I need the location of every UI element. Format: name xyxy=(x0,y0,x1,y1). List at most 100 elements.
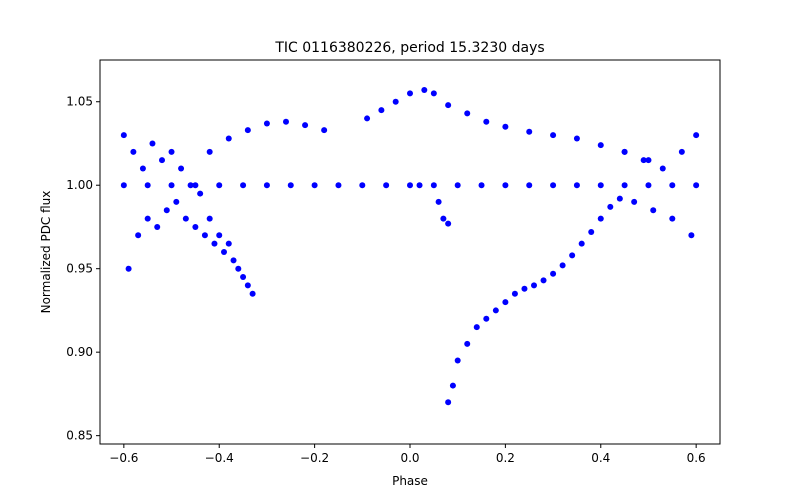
data-point-baseline-15 xyxy=(435,198,442,205)
data-point-upper-arc-0 xyxy=(206,148,213,155)
data-point-upper-arc-5 xyxy=(302,122,309,129)
data-point-upper-arc-20 xyxy=(597,142,604,149)
data-point-upper-arc-18 xyxy=(550,132,557,139)
data-point-scatter-left-19 xyxy=(211,240,218,247)
y-tick-label: 1.00 xyxy=(66,178,93,192)
data-point-baseline-9 xyxy=(335,182,342,189)
data-point-scatter-left-11 xyxy=(173,198,180,205)
data-point-scatter-left-14 xyxy=(187,182,194,189)
y-ticks: 0.85 0.90 0.95 1.00 1.05 xyxy=(66,95,100,443)
data-point-baseline-8 xyxy=(311,182,318,189)
data-point-upper-arc-3 xyxy=(263,120,270,127)
data-point-scatter-left-26 xyxy=(244,282,251,289)
data-point-upper-arc-13 xyxy=(445,102,452,109)
data-point-upper-arc-12 xyxy=(430,90,437,97)
data-point-baseline-4 xyxy=(216,182,223,189)
data-point-eclipse-egress-14 xyxy=(569,252,576,259)
data-point-eclipse-egress-16 xyxy=(588,228,595,235)
data-point-eclipse-egress-7 xyxy=(502,299,509,306)
data-point-scatter-right-0 xyxy=(621,148,628,155)
data-point-eclipse-egress-13 xyxy=(559,262,566,269)
data-point-eclipse-egress-0 xyxy=(445,399,452,406)
points-layer xyxy=(120,87,700,406)
data-point-upper-arc-7 xyxy=(364,115,371,122)
data-point-scatter-right-8 xyxy=(693,132,700,139)
data-point-baseline-18 xyxy=(454,182,461,189)
data-point-scatter-left-24 xyxy=(235,265,242,272)
x-axis-label: Phase xyxy=(392,474,428,488)
data-point-eclipse-egress-15 xyxy=(578,240,585,247)
data-point-scatter-right-3 xyxy=(650,207,657,214)
data-point-baseline-19 xyxy=(478,182,485,189)
data-point-scatter-left-3 xyxy=(135,232,142,239)
data-point-baseline-13 xyxy=(416,182,423,189)
x-tick-label: −0.2 xyxy=(300,451,329,465)
data-point-scatter-left-13 xyxy=(182,215,189,222)
x-tick-label: −0.6 xyxy=(109,451,138,465)
data-point-eclipse-egress-19 xyxy=(616,195,623,202)
data-point-upper-arc-10 xyxy=(407,90,413,97)
data-point-scatter-left-17 xyxy=(201,232,208,239)
data-point-scatter-left-20 xyxy=(216,232,223,239)
data-point-scatter-left-12 xyxy=(178,165,185,172)
data-point-eclipse-egress-8 xyxy=(511,290,518,297)
data-point-eclipse-egress-11 xyxy=(540,277,547,284)
data-point-upper-arc-17 xyxy=(526,128,533,135)
data-point-baseline-14 xyxy=(430,182,437,189)
data-point-baseline-7 xyxy=(287,182,294,189)
data-point-eclipse-egress-17 xyxy=(597,215,604,222)
data-point-scatter-right-2 xyxy=(640,157,647,164)
data-point-baseline-26 xyxy=(645,182,652,189)
data-point-eclipse-egress-9 xyxy=(521,285,528,292)
data-point-baseline-3 xyxy=(192,182,199,189)
data-point-scatter-right-4 xyxy=(659,165,666,172)
data-point-upper-arc-2 xyxy=(244,127,251,134)
data-point-baseline-2 xyxy=(168,182,175,189)
data-point-scatter-left-4 xyxy=(139,165,146,172)
data-point-baseline-12 xyxy=(407,182,413,189)
data-point-upper-arc-4 xyxy=(283,118,289,125)
x-tick-label: 0.0 xyxy=(400,451,419,465)
chart-title: TIC 0116380226, period 15.3230 days xyxy=(274,40,544,56)
data-point-baseline-11 xyxy=(383,182,390,189)
x-tick-label: 0.2 xyxy=(496,451,515,465)
data-point-scatter-left-1 xyxy=(125,265,132,272)
data-point-scatter-right-6 xyxy=(678,148,685,155)
data-point-scatter-left-8 xyxy=(159,157,165,164)
data-point-scatter-left-16 xyxy=(197,190,204,197)
data-point-scatter-right-5 xyxy=(669,215,676,222)
data-point-baseline-28 xyxy=(693,182,700,189)
data-point-baseline-10 xyxy=(359,182,366,189)
x-ticks: −0.6 −0.4 −0.2 0.0 0.2 0.4 0.6 xyxy=(109,444,706,465)
data-point-upper-arc-15 xyxy=(483,118,490,125)
data-point-scatter-left-6 xyxy=(149,140,156,147)
data-point-baseline-25 xyxy=(621,182,628,189)
data-point-baseline-6 xyxy=(263,182,270,189)
data-point-baseline-22 xyxy=(550,182,557,189)
data-point-scatter-right-7 xyxy=(688,232,695,239)
data-point-scatter-left-18 xyxy=(206,215,213,222)
data-point-baseline-0 xyxy=(120,182,127,189)
y-tick-label: 0.85 xyxy=(66,429,93,443)
data-point-upper-arc-11 xyxy=(421,87,428,94)
data-point-baseline-5 xyxy=(240,182,247,189)
x-tick-label: 0.4 xyxy=(591,451,610,465)
x-tick-label: −0.4 xyxy=(205,451,234,465)
data-point-eclipse-egress-12 xyxy=(550,270,557,277)
data-point-scatter-left-2 xyxy=(130,148,137,155)
data-point-upper-arc-1 xyxy=(225,135,232,142)
data-point-scatter-left-0 xyxy=(120,132,127,139)
data-point-eclipse-egress-6 xyxy=(492,307,499,314)
data-point-eclipse-egress-18 xyxy=(607,203,614,210)
data-point-baseline-23 xyxy=(573,182,580,189)
data-point-baseline-24 xyxy=(597,182,604,189)
y-tick-label: 1.05 xyxy=(66,95,93,109)
data-point-scatter-left-10 xyxy=(168,148,175,155)
data-point-upper-arc-19 xyxy=(573,135,580,142)
x-tick-label: 0.6 xyxy=(687,451,706,465)
data-point-upper-arc-22 xyxy=(645,157,652,164)
data-point-scatter-left-23 xyxy=(230,257,237,264)
data-point-eclipse-egress-1 xyxy=(449,382,456,389)
